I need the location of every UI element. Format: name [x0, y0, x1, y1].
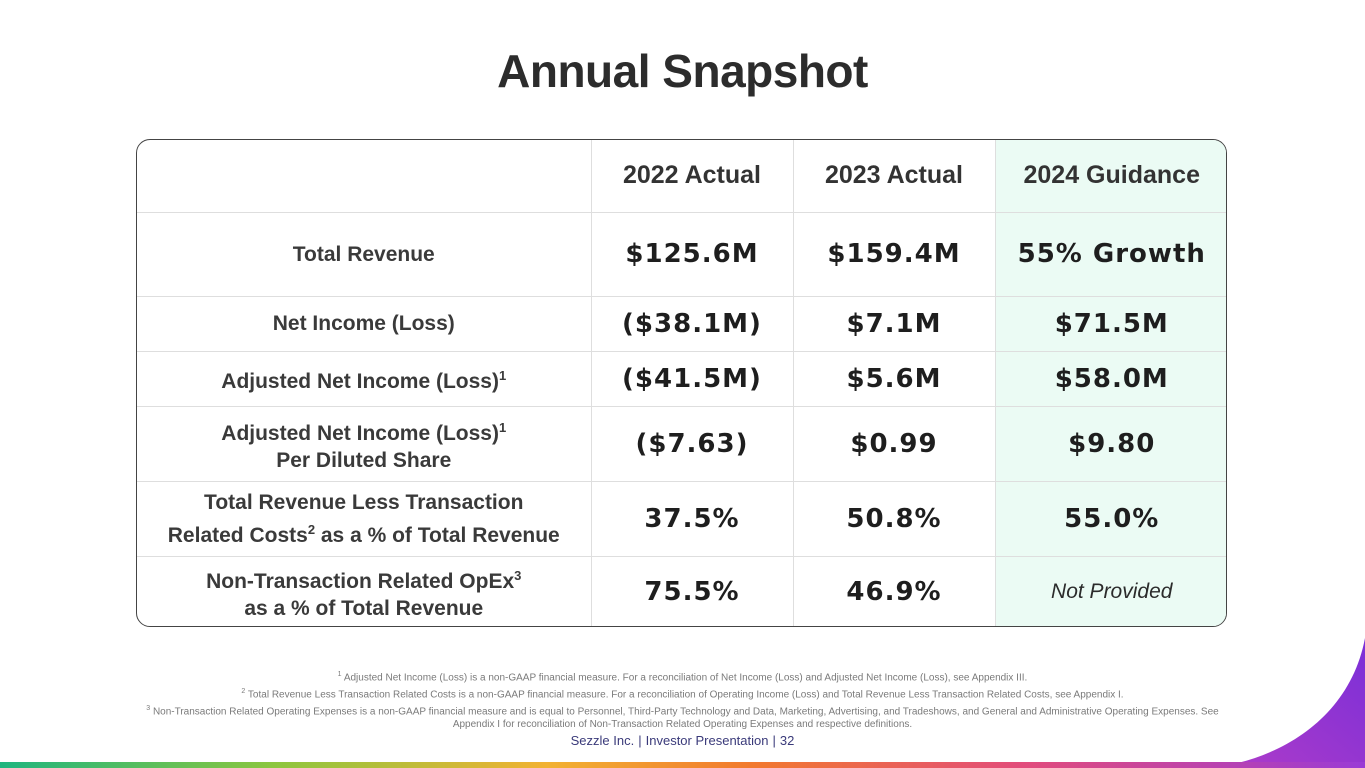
footnote-number: 3	[146, 704, 151, 712]
row-label: Non-Transaction Related OpEx3 as a % of T…	[137, 555, 592, 626]
cell-2023: $5.6M	[792, 350, 996, 407]
cell-2024: $58.0M	[994, 350, 1226, 407]
table-row: Net Income (Loss) ($38.1M) $7.1M $71.5M	[137, 295, 1226, 352]
brand-gradient-bar	[0, 762, 1365, 768]
cell-2022: ($41.5M)	[590, 350, 794, 407]
table-row: Total Revenue $125.6M $159.4M 55% Growth	[137, 211, 1226, 297]
footer-divider: |	[638, 733, 642, 748]
footnote-text: Total Revenue Less Transaction Related C…	[247, 689, 1124, 701]
corner-decoration	[1150, 638, 1365, 768]
row-label: Total Revenue Less Transaction Related Co…	[137, 480, 592, 557]
footnote-marker: 1	[498, 368, 507, 383]
cell-2024: $9.80	[994, 405, 1226, 482]
table-row: Adjusted Net Income (Loss)1 Per Diluted S…	[137, 405, 1226, 482]
footer-divider: |	[772, 733, 776, 748]
footnote: 3 Non-Transaction Related Operating Expe…	[140, 702, 1225, 732]
row-label-text: Adjusted Net Income (Loss)	[221, 370, 499, 393]
row-label: Net Income (Loss)	[137, 295, 592, 352]
cell-2024: Not Provided	[994, 555, 1226, 626]
row-label-text: Non-Transaction Related OpEx	[206, 570, 515, 594]
cell-2023: $159.4M	[792, 211, 996, 297]
cell-2022: $125.6M	[590, 211, 794, 297]
cell-2023: $0.99	[792, 405, 996, 482]
table-row: Adjusted Net Income (Loss)1 ($41.5M) $5.…	[137, 350, 1226, 407]
row-label-text-line2: Related Costs	[167, 523, 308, 547]
cell-2024: 55.0%	[994, 480, 1226, 557]
footnote-text: Adjusted Net Income (Loss) is a non-GAAP…	[343, 672, 1028, 684]
page-title: Annual Snapshot	[497, 45, 868, 97]
footnote-number: 2	[241, 687, 246, 695]
header-2023-actual: 2023 Actual	[792, 140, 996, 213]
row-label: Adjusted Net Income (Loss)1 Per Diluted S…	[137, 405, 592, 482]
cell-2022: ($7.63)	[590, 405, 794, 482]
footnote-marker: 2	[307, 521, 316, 537]
footnote: 1 Adjusted Net Income (Loss) is a non-GA…	[140, 668, 1225, 685]
corner-wave-shape	[1210, 638, 1365, 768]
cell-2023: 50.8%	[792, 480, 996, 557]
cell-2022: 37.5%	[590, 480, 794, 557]
footnote-marker: 3	[514, 568, 522, 584]
cell-2024: $71.5M	[994, 295, 1226, 352]
footnote-number: 1	[337, 671, 342, 678]
snapshot-table: 2022 Actual 2023 Actual 2024 Guidance To…	[136, 139, 1227, 627]
header-2022-actual: 2022 Actual	[590, 140, 794, 213]
cell-2023: 46.9%	[792, 555, 996, 626]
cell-2022: 75.5%	[590, 555, 794, 626]
row-label-text: Adjusted Net Income (Loss)	[221, 421, 499, 445]
row-label: Total Revenue	[137, 211, 592, 297]
header-empty-cell	[137, 140, 592, 213]
footer-company: Sezzle Inc.	[570, 733, 635, 748]
table-row: Non-Transaction Related OpEx3 as a % of T…	[137, 555, 1226, 626]
cell-2024: 55% Growth	[994, 211, 1226, 297]
row-label-text: Total Revenue Less Transaction	[204, 490, 524, 514]
footnote: 2 Total Revenue Less Transaction Related…	[140, 685, 1225, 702]
header-2024-guidance: 2024 Guidance	[994, 140, 1226, 213]
row-label-text: Total Revenue	[292, 242, 435, 266]
table-header-row: 2022 Actual 2023 Actual 2024 Guidance	[137, 140, 1226, 213]
page-number: 32	[779, 733, 795, 748]
table-row: Total Revenue Less Transaction Related Co…	[137, 480, 1226, 557]
row-label-text: Net Income (Loss)	[272, 312, 455, 335]
row-label-text-line2: as a % of Total Revenue	[244, 597, 484, 621]
slide-footer: Sezzle Inc. | Investor Presentation | 32	[0, 733, 1365, 748]
footnote-marker: 1	[498, 419, 507, 435]
row-label-text-line2: Per Diluted Share	[276, 448, 452, 472]
row-label-text-line2-end: as a % of Total Revenue	[315, 523, 560, 547]
footnotes: 1 Adjusted Net Income (Loss) is a non-GA…	[140, 668, 1225, 732]
cell-2023: $7.1M	[792, 295, 996, 352]
row-label: Adjusted Net Income (Loss)1	[137, 350, 592, 407]
footer-document: Investor Presentation	[645, 733, 769, 748]
cell-2022: ($38.1M)	[590, 295, 794, 352]
footnote-text: Non-Transaction Related Operating Expens…	[152, 705, 1219, 731]
